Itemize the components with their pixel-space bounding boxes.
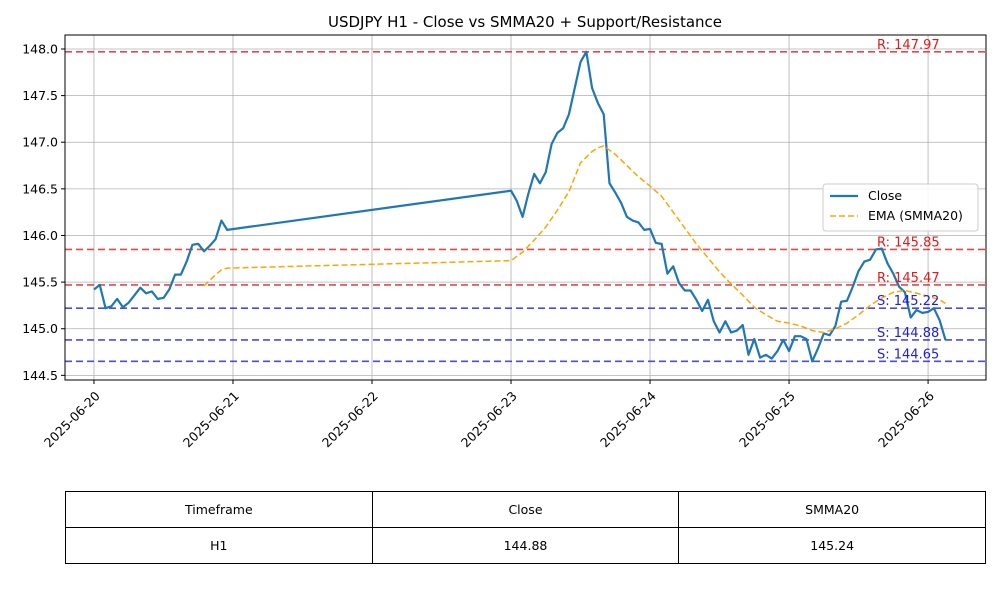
y-tick-label: 146.0 bbox=[22, 228, 58, 243]
y-tick-label: 148.0 bbox=[22, 41, 58, 56]
y-tick-label: 147.0 bbox=[22, 135, 58, 150]
support-label: S: 144.88 bbox=[877, 326, 939, 341]
x-tick-label: 2025-06-24 bbox=[597, 388, 659, 450]
level-labels: R: 147.97 R: 145.85 R: 145.47 S: 145.22 S: 1… bbox=[877, 38, 940, 363]
support-label: S: 145.22 bbox=[877, 294, 939, 309]
support-label: S: 144.65 bbox=[877, 347, 939, 362]
grid bbox=[65, 35, 986, 380]
close-line bbox=[93, 50, 947, 363]
y-tick-label: 145.0 bbox=[22, 321, 58, 336]
x-tick-label: 2025-06-21 bbox=[180, 388, 242, 450]
series-lines bbox=[93, 50, 947, 363]
x-tick-label: 2025-06-22 bbox=[319, 388, 381, 450]
table-header-cell: Close bbox=[371, 491, 680, 528]
resistance-label: R: 145.85 bbox=[877, 235, 940, 250]
summary-table: Timeframe Close SMMA20 H1 144.88 145.24 bbox=[65, 491, 986, 564]
y-tick-label: 147.5 bbox=[22, 88, 58, 103]
table-header-row: Timeframe Close SMMA20 bbox=[65, 491, 986, 528]
table-cell: 144.88 bbox=[371, 527, 680, 564]
legend: Close EMA (SMMA20) bbox=[822, 183, 979, 232]
plot-frame bbox=[64, 34, 987, 381]
table-header-cell: Timeframe bbox=[65, 491, 373, 528]
y-tick-label: 146.5 bbox=[22, 181, 58, 196]
resistance-label: R: 147.97 bbox=[877, 38, 940, 53]
x-tick-label: 2025-06-20 bbox=[41, 388, 103, 450]
x-tick-label: 2025-06-26 bbox=[875, 388, 937, 450]
y-axis: 144.5 145.0 145.5 146.0 146.5 147.0 147.5 148.0 bbox=[22, 41, 65, 383]
smma-line bbox=[203, 145, 946, 334]
y-tick-label: 144.5 bbox=[22, 368, 58, 383]
x-tick-label: 2025-06-23 bbox=[458, 388, 520, 450]
x-tick-label: 2025-06-25 bbox=[736, 388, 798, 450]
y-tick-label: 145.5 bbox=[22, 275, 58, 290]
chart-title: USDJPY H1 - Close vs SMMA20 + Support/Re… bbox=[328, 13, 722, 31]
table-row: H1 144.88 145.24 bbox=[65, 527, 986, 564]
table-cell: 145.24 bbox=[678, 527, 986, 564]
legend-label-smma: EMA (SMMA20) bbox=[868, 208, 963, 223]
chart-svg: USDJPY H1 - Close vs SMMA20 + Support/Re… bbox=[22, 13, 987, 450]
table-header-cell: SMMA20 bbox=[678, 491, 986, 528]
resistance-label: R: 145.47 bbox=[877, 271, 940, 286]
x-axis: 2025-06-20 2025-06-21 2025-06-22 2025-06-23… bbox=[41, 380, 937, 450]
legend-box bbox=[822, 183, 979, 232]
legend-label-close: Close bbox=[868, 188, 902, 203]
table-cell: H1 bbox=[65, 527, 373, 564]
